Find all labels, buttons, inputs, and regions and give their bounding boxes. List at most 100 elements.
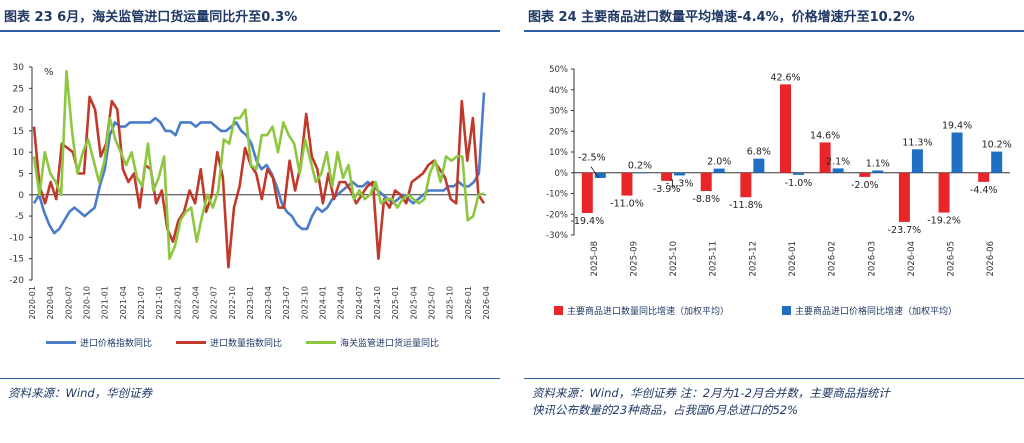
y-tick-label: 30% (549, 107, 568, 117)
price-growth-bar (634, 172, 646, 174)
left-line-chart: -20 -15 -10 -5 0 5 10 15 20 25 30 % 2020-01 2020-04 20… (9, 63, 491, 319)
quantity-growth-label: -19.2% (927, 216, 961, 227)
legend-item-bar-quantity: 主要商品进口数量同比增速（加权平均） (554, 304, 729, 317)
left-source-rule (0, 378, 500, 379)
x-category-label: 2026-03 (867, 241, 877, 277)
y-axis-unit: % (44, 67, 54, 78)
quantity-growth-label: -3.9% (653, 184, 681, 195)
x-tick-label: 2024-04 (337, 286, 346, 319)
quantity-growth-label: -2.0% (851, 180, 879, 191)
left-chart-title: 图表 23 6月，海关监管进口货运量同比升至0.3% (4, 10, 298, 25)
x-category-label: 2026-06 (986, 241, 996, 277)
x-tick-label: 2020-01 (28, 286, 37, 319)
price-index-line (32, 92, 486, 235)
x-tick-label: 2024-07 (355, 286, 364, 319)
legend-label-bar-quantity: 主要商品进口数量同比增速（加权平均） (567, 307, 730, 317)
right-source-rule (524, 378, 1024, 379)
x-tick-label: 2020-04 (46, 286, 55, 319)
x-tick-label: 2022-04 (191, 286, 200, 319)
left-source: 资料来源：Wind，华创证券 (8, 386, 153, 400)
y-tick-label: -10 (9, 233, 24, 243)
quantity-growth-label: -11.8% (729, 200, 763, 211)
price-growth-label: -1.0% (785, 178, 813, 189)
x-tick-label: 2023-01 (246, 286, 255, 319)
x-tick-label: 2021-07 (137, 286, 146, 319)
x-category-label: 2026-02 (828, 241, 838, 277)
legend-swatch-bar-price (782, 306, 791, 315)
quantity-growth-label: -19.4% (571, 216, 605, 227)
label-leader-line (590, 166, 600, 179)
x-category-label: 2025-11 (709, 241, 719, 277)
x-tick-label: 2022-10 (228, 286, 237, 319)
price-growth-bar (793, 172, 804, 175)
y-tick-label: -15 (9, 255, 24, 265)
x-tick-label: 2021-04 (119, 286, 128, 319)
legend-label-freight: 海关监管进口货运量同比 (340, 339, 440, 349)
y-tick-label: -30% (546, 231, 568, 241)
quantity-growth-bar (700, 172, 712, 192)
quantity-growth-label: -23.7% (888, 225, 922, 236)
quantity-growth-bar (819, 142, 831, 173)
x-tick-label: 2023-10 (300, 286, 309, 319)
x-category-label: 2025-09 (629, 241, 639, 277)
x-tick-label: 2020-10 (82, 286, 91, 319)
price-growth-bar (713, 168, 725, 173)
quantity-growth-bar (621, 172, 633, 196)
x-category-label: 2025-12 (748, 241, 758, 277)
y-tick-label: -20% (546, 210, 568, 220)
y-tick-label: 25 (13, 84, 24, 94)
x-tick-label: 2026-04 (482, 286, 491, 319)
x-tick-label: 2023-04 (264, 286, 273, 319)
quantity-growth-bar (780, 84, 791, 173)
quantity-growth-bar (740, 172, 752, 198)
legend-item-freight: 海关监管进口货运量同比 (306, 336, 439, 349)
right-chart-panel: 图表 24 主要商品进口数量平均增速-4.4%，价格增速升至10.2% -30%… (524, 0, 1024, 443)
price-growth-label: 2.1% (826, 156, 850, 167)
right-chart-title: 图表 24 主要商品进口数量平均增速-4.4%，价格增速升至10.2% (528, 10, 915, 25)
x-tick-label: 2025-04 (409, 286, 418, 319)
price-growth-bar (753, 158, 765, 173)
left-title-rule (0, 30, 500, 32)
x-tick-label: 2026-01 (464, 286, 473, 319)
legend-item-price: 进口价格指数同比 (46, 336, 152, 349)
price-growth-bar (911, 149, 923, 173)
x-tick-label: 2025-10 (446, 286, 455, 319)
quantity-growth-bar (898, 172, 910, 222)
x-tick-label: 2022-07 (210, 286, 219, 319)
legend-item-bar-price: 主要商品进口价格同比增速（加权平均） (782, 304, 957, 317)
right-source-line-1: 资料来源：Wind，华创证券 注：2月为1-2月合并数，主要商品指统计 (532, 386, 890, 400)
x-tick-label: 2023-07 (282, 286, 291, 319)
left-chart-panel: 图表 23 6月，海关监管进口货运量同比升至0.3% -20 -15 -10 -5 0 5… (0, 0, 500, 443)
x-tick-label: 2024-10 (373, 286, 382, 319)
y-tick-label: 40% (549, 86, 568, 96)
x-tick-label: 2021-10 (155, 286, 164, 319)
x-category-label: 2026-05 (947, 241, 957, 277)
quantity-growth-bar (978, 172, 990, 182)
y-tick-label: 30 (13, 63, 25, 73)
x-category-label: 2026-04 (907, 241, 917, 277)
right-source-line-2: 快讯公布数量的23种商品，占我国6月总进口的52% (532, 403, 799, 417)
quantity-growth-bar (581, 172, 593, 214)
x-tick-label: 2020-07 (64, 286, 73, 319)
y-tick-label: -10% (546, 190, 568, 200)
quantity-growth-bar (859, 172, 871, 177)
legend-label-bar-price: 主要商品进口价格同比增速（加权平均） (795, 307, 958, 317)
quantity-growth-label: -11.0% (610, 199, 644, 210)
legend-swatch-price (46, 341, 76, 344)
quantity-growth-label: 14.6% (810, 130, 840, 141)
price-growth-label: 11.3% (902, 137, 932, 148)
price-growth-bar (951, 132, 963, 173)
x-category-label: 2025-10 (669, 241, 679, 277)
y-tick-label: -20 (9, 276, 24, 286)
x-tick-label: 2022-01 (173, 286, 182, 319)
legend-item-quantity: 进口数量指数同比 (176, 336, 282, 349)
price-growth-label: 1.1% (866, 158, 890, 169)
legend-swatch-quantity (176, 341, 206, 344)
x-tick-label: 2025-07 (428, 286, 437, 319)
price-growth-bar (832, 168, 844, 173)
right-bar-chart: -30% -20% -10% 0% 10% 20% 30% 40% 50% 2025-08 2025… (546, 65, 1012, 277)
legend-label-price: 进口价格指数同比 (80, 339, 153, 349)
freight-volume-line (32, 69, 485, 260)
x-tick-label: 2024-01 (319, 286, 328, 319)
x-tick-label: 2021-01 (101, 286, 110, 319)
